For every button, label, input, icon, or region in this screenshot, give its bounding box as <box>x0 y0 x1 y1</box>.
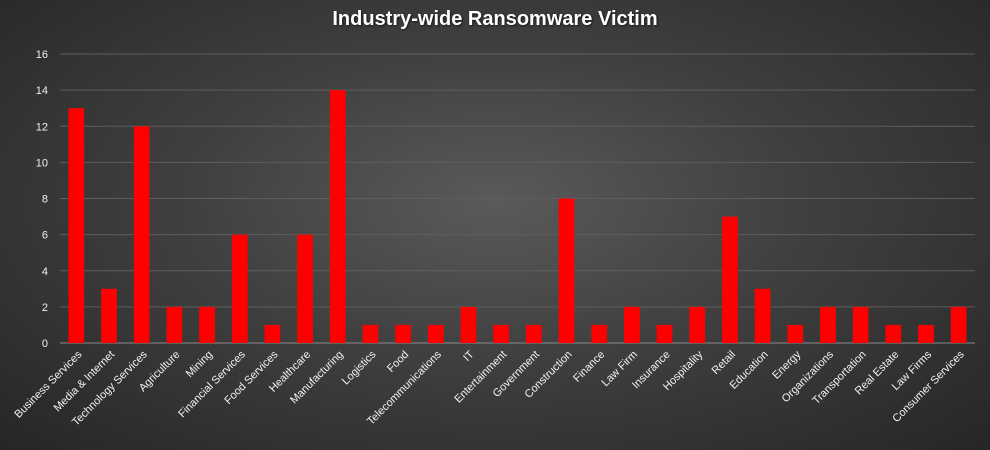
y-tick-label: 8 <box>42 194 48 206</box>
bar <box>950 306 967 343</box>
bar <box>820 306 836 343</box>
bar <box>689 306 706 343</box>
x-tick-label: Logistics <box>340 348 379 387</box>
y-tick-label: 10 <box>36 157 48 169</box>
y-tick-label: 2 <box>42 302 48 314</box>
bar <box>852 306 869 343</box>
bar <box>918 324 934 343</box>
bar <box>493 324 510 343</box>
bar <box>68 108 85 343</box>
bar <box>787 324 804 343</box>
bar <box>754 288 771 343</box>
bar <box>264 324 281 343</box>
bar <box>231 234 248 343</box>
y-tick-label: 14 <box>36 85 48 97</box>
x-tick-label: IT <box>461 348 477 364</box>
bar <box>656 324 673 343</box>
bar <box>166 306 183 343</box>
y-tick-label: 12 <box>36 121 48 133</box>
x-tick-label: Retail <box>710 349 738 377</box>
x-tick-label: Food <box>385 349 411 375</box>
bar <box>525 324 542 343</box>
y-tick-label: 0 <box>42 338 48 350</box>
bar <box>362 324 379 343</box>
bar <box>460 306 477 343</box>
bar <box>395 324 411 343</box>
bar <box>101 288 117 343</box>
bar <box>133 126 150 343</box>
y-tick-label: 6 <box>42 230 48 242</box>
bar <box>297 234 313 343</box>
bar <box>329 90 346 343</box>
chart-title: Industry-wide Ransomware Victim <box>332 8 658 30</box>
bar <box>722 216 738 343</box>
bar <box>624 306 640 343</box>
bar <box>199 306 215 343</box>
bar <box>427 324 444 343</box>
bar <box>558 198 575 343</box>
y-tick-label: 4 <box>42 266 48 278</box>
y-tick-label: 16 <box>36 49 48 61</box>
bar <box>885 324 902 343</box>
x-tick-label: Mining <box>184 349 215 380</box>
bar <box>591 324 608 343</box>
